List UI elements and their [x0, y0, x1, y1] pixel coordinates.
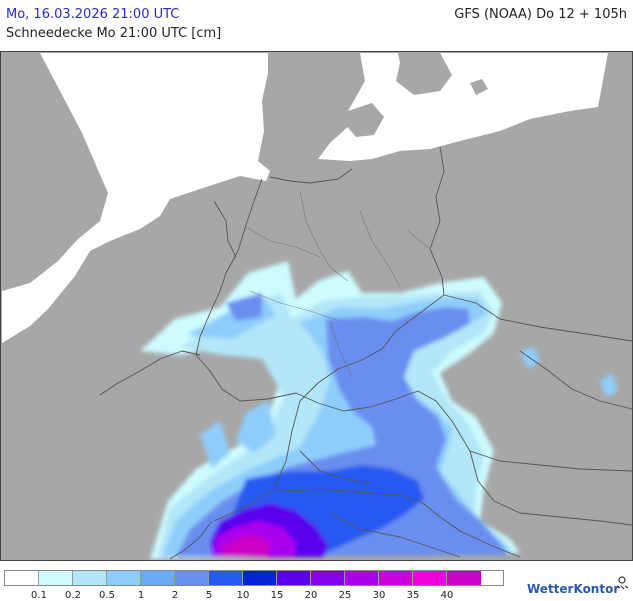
legend-tick-label: 2: [171, 590, 179, 601]
color-legend: 0.1 0.2 0.5 1 2 5 10 15 20 25 30 35 40: [4, 570, 504, 601]
danish-islands: [310, 101, 384, 137]
snow-depth-map: [0, 51, 633, 561]
forecast-datetime: Mo, 16.03.2026 21:00 UTC: [6, 7, 180, 22]
legend-colorbar: [4, 570, 504, 586]
country-borders: [99, 146, 633, 560]
snow-layer-2cm-east: [520, 347, 618, 397]
legend-tick-label: 20: [304, 590, 318, 601]
snow-layer-40cm: [222, 535, 270, 557]
legend-swatch: [277, 571, 311, 585]
legend-tick-label: 5: [205, 590, 213, 601]
legend-swatch: [413, 571, 447, 585]
legend-swatch: [175, 571, 209, 585]
legend-tick-label: 30: [372, 590, 386, 601]
legend-swatch: [243, 571, 277, 585]
legend-tick-labels: 0.1 0.2 0.5 1 2 5 10 15 20 25 30 35 40: [4, 586, 504, 601]
legend-swatch: [379, 571, 413, 585]
legend-swatch: [5, 571, 39, 585]
legend-tick-label: 25: [338, 590, 352, 601]
snow-layers: [140, 261, 618, 559]
weather-icon: [616, 576, 629, 590]
legend-swatch: [107, 571, 141, 585]
legend-swatch: [73, 571, 107, 585]
bornholm: [470, 79, 488, 95]
legend-tick-label: 0.1: [31, 590, 47, 601]
legend-tick-label: 35: [406, 590, 420, 601]
legend-swatch: [311, 571, 345, 585]
legend-swatch: [209, 571, 243, 585]
brand-logo-text: WetterKontor: [527, 582, 620, 596]
great-britain: [2, 53, 108, 291]
scandinavia: [396, 53, 452, 95]
legend-tick-label: 15: [270, 590, 284, 601]
model-run-label: GFS (NOAA) Do 12 + 105h: [454, 7, 627, 22]
legend-tick-label: 0.2: [65, 590, 81, 601]
legend-swatch: [345, 571, 379, 585]
legend-tick-label: 1: [137, 590, 145, 601]
legend-swatch: [447, 571, 481, 585]
map-canvas: [0, 51, 633, 561]
legend-tick-label: 10: [236, 590, 250, 601]
field-title: Schneedecke Mo 21:00 UTC [cm]: [6, 26, 222, 41]
legend-tick-label: 0.5: [99, 590, 115, 601]
legend-swatch: [141, 571, 175, 585]
region-borders: [245, 190, 431, 378]
legend-tick-label: 40: [440, 590, 454, 601]
legend-swatch: [39, 571, 73, 585]
